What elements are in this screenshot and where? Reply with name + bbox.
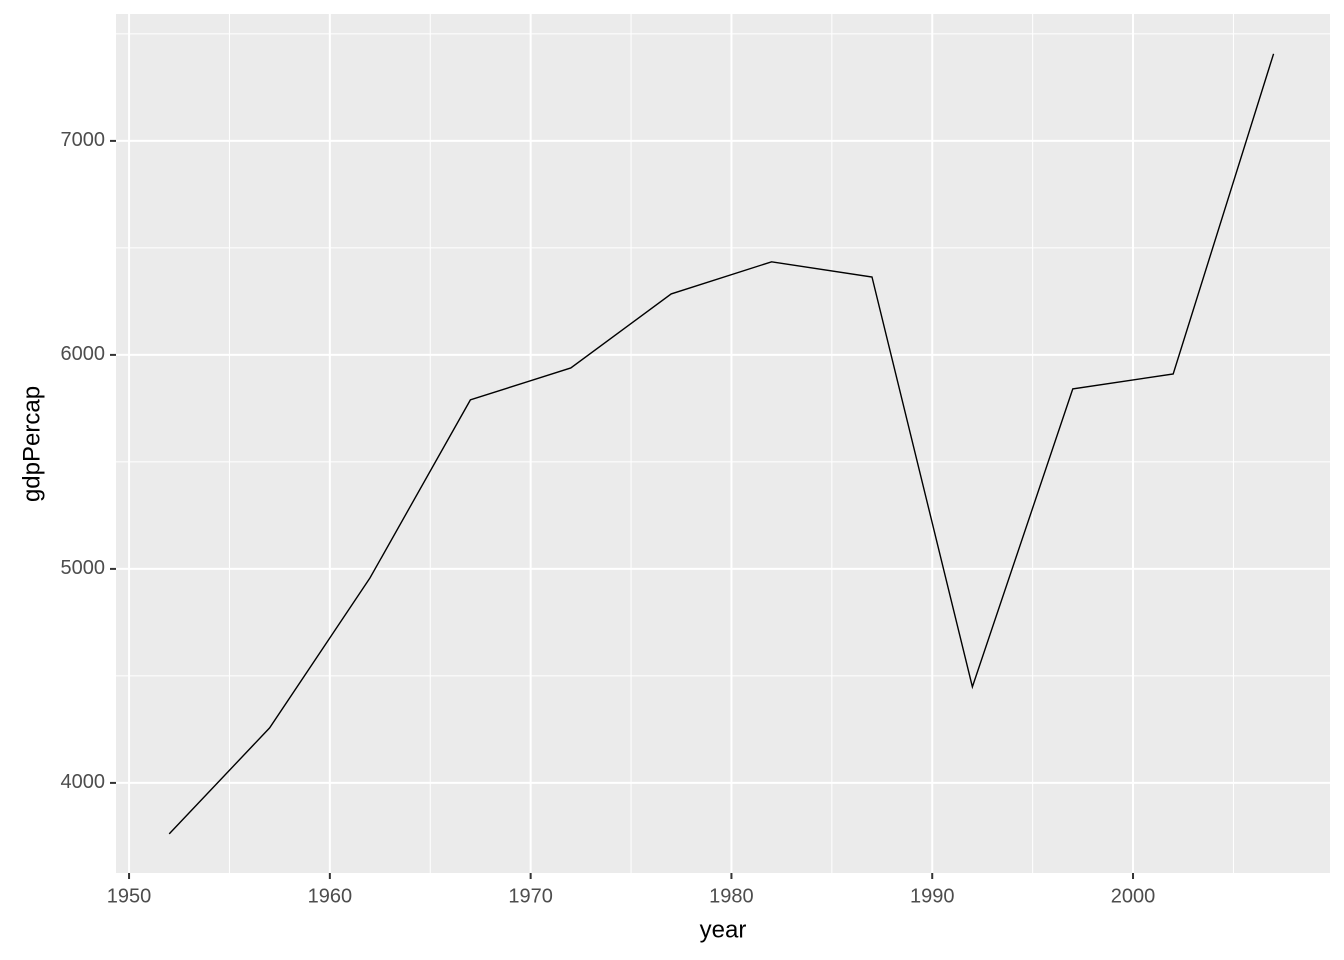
grid: [116, 14, 1330, 873]
y-tick-label: 4000: [61, 771, 106, 793]
x-tick-label: 1970: [508, 885, 553, 907]
x-tick-label: 1960: [308, 885, 353, 907]
x-tick-label: 1980: [709, 885, 754, 907]
x-tick-label: 1950: [107, 885, 152, 907]
y-tick-label: 7000: [61, 129, 106, 151]
x-axis-title: year: [700, 916, 747, 943]
y-tick-label: 6000: [61, 343, 106, 365]
panel: [116, 14, 1330, 873]
y-tick-label: 5000: [61, 557, 106, 579]
x-tick-label: 1990: [910, 885, 955, 907]
x-tick-label: 2000: [1111, 885, 1156, 907]
y-axis-title: gdpPercap: [18, 386, 45, 502]
data-line: [168, 53, 1275, 835]
plot: [168, 53, 1275, 835]
